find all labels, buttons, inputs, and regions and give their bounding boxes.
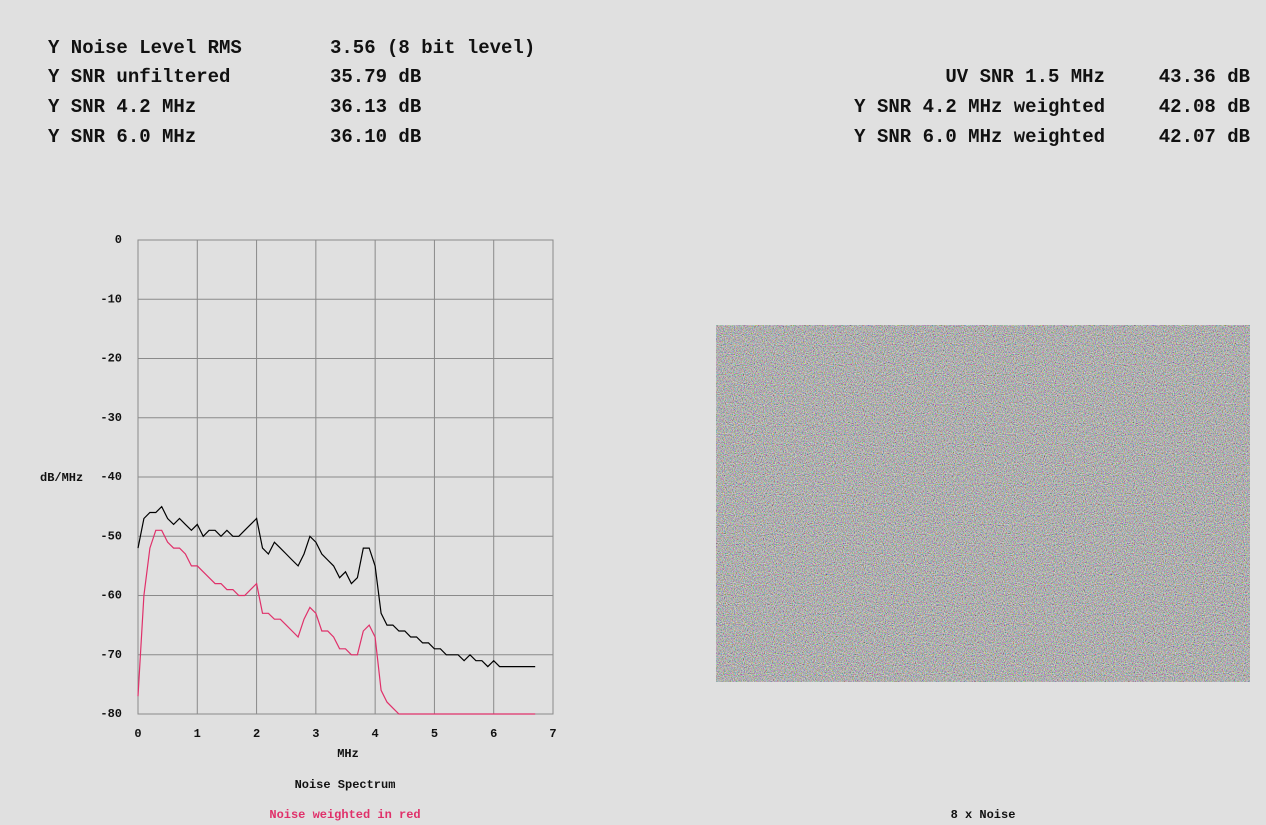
x-tick-label: 3 <box>312 727 319 741</box>
y-tick-label: -50 <box>100 529 122 543</box>
y-tick-label: -70 <box>100 648 122 662</box>
y-tick-label: -40 <box>100 470 122 484</box>
y-tick-label: -30 <box>100 411 122 425</box>
image-caption: 8 x Noise <box>951 808 1016 822</box>
chart-subtitle: Noise weighted in red <box>269 808 420 822</box>
x-tick-label: 6 <box>490 727 497 741</box>
noise-texture <box>716 325 1250 682</box>
readout-value: 43.36 dB <box>1159 66 1250 88</box>
readout-value: 3.56 (8 bit level) <box>330 37 535 59</box>
x-tick-label: 1 <box>194 727 201 741</box>
readout-label: Y SNR unfiltered <box>48 66 230 88</box>
x-tick-label: 0 <box>134 727 141 741</box>
readout-label: UV SNR 1.5 MHz <box>945 66 1105 88</box>
x-tick-label: 2 <box>253 727 260 741</box>
readout-value: 35.79 dB <box>330 66 421 88</box>
readout-label: Y Noise Level RMS <box>48 37 242 59</box>
readout-label: Y SNR 4.2 MHz <box>48 96 196 118</box>
readout-value: 36.13 dB <box>330 96 421 118</box>
y-tick-label: -10 <box>100 292 122 306</box>
readout-value: 42.07 dB <box>1159 126 1250 148</box>
screen: 8 x Noise Y Noise Level RMS 3.56 (8 bit l… <box>0 0 1266 825</box>
y-tick-label: -60 <box>100 589 122 603</box>
x-tick-label: 7 <box>549 727 556 741</box>
y-tick-label: 0 <box>115 233 122 247</box>
readout-label: Y SNR 6.0 MHz weighted <box>854 126 1105 148</box>
readout-label: Y SNR 4.2 MHz weighted <box>854 96 1105 118</box>
y-axis-label: dB/MHz <box>40 471 83 485</box>
x-tick-label: 5 <box>431 727 438 741</box>
y-tick-label: -20 <box>100 352 122 366</box>
x-tick-label: 4 <box>372 727 379 741</box>
readout-label: Y SNR 6.0 MHz <box>48 126 196 148</box>
readout-value: 36.10 dB <box>330 126 421 148</box>
y-tick-label: -80 <box>100 707 122 721</box>
chart-title: Noise Spectrum <box>295 778 396 792</box>
readout-value: 42.08 dB <box>1159 96 1250 118</box>
x-axis-label: MHz <box>337 747 359 761</box>
